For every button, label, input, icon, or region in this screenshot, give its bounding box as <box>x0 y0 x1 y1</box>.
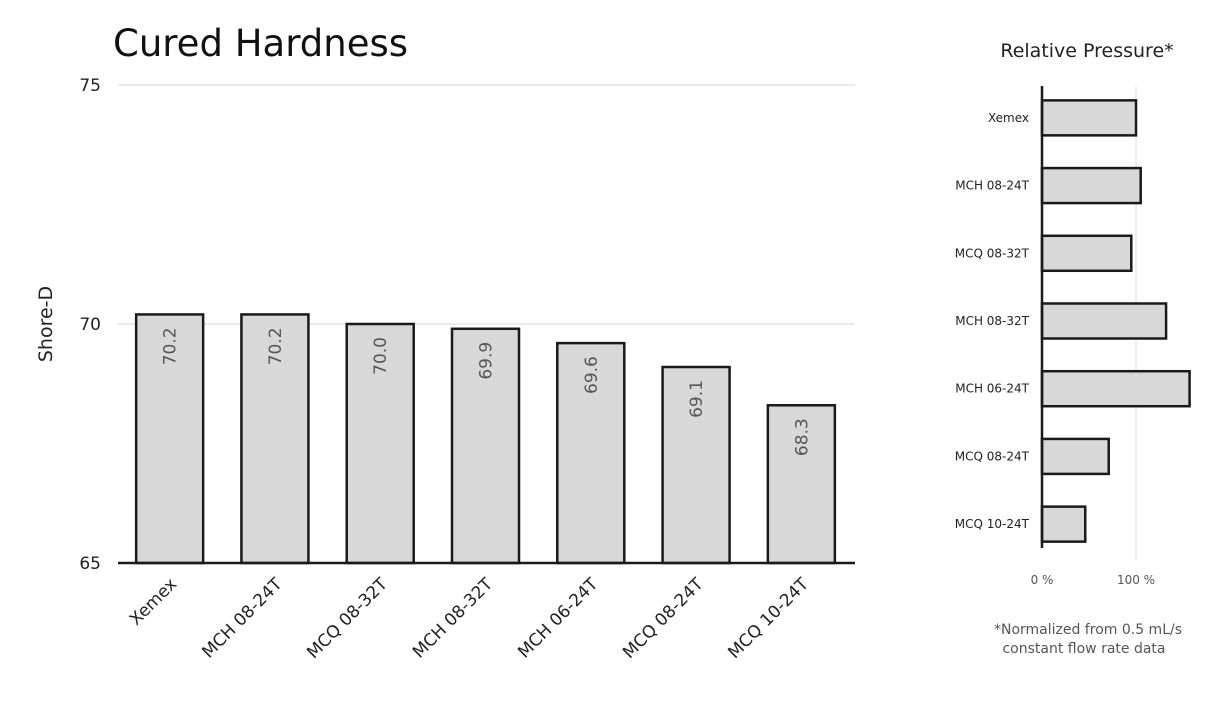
side-category-xemex: Xemex <box>988 111 1029 125</box>
side-category-mcq-10-24t: MCQ 10-24T <box>955 517 1030 531</box>
main-x-tick-mcq-10-24t: MCQ 10-24T <box>724 574 813 663</box>
main-x-tick-mch-08-32t: MCH 08-32T <box>409 574 497 662</box>
side-bar-xemex <box>1040 99 1138 137</box>
main-bar-mcq-10-24t <box>766 404 837 565</box>
side-x-ticks: 0 % 100 % <box>1031 573 1155 587</box>
main-bar-value-label-mch-08-24t: 70.2 <box>266 327 286 365</box>
side-x-tick-0: 0 % <box>1031 573 1054 587</box>
main-bar-mch-06-24t <box>556 341 626 565</box>
side-category-mch-06-24t: MCH 06-24T <box>955 382 1029 396</box>
main-x-tick-mcq-08-24t: MCQ 08-24T <box>619 574 708 663</box>
main-bar-mcq-08-24t <box>661 365 731 565</box>
main-bar-value-label-mcq-10-24t: 68.3 <box>792 418 812 456</box>
main-y-axis-title: Shore-D <box>35 286 57 362</box>
side-category-mch-08-32t: MCH 08-32T <box>955 314 1029 328</box>
main-bar-mch-08-32t <box>450 327 521 565</box>
main-y-tick-70: 70 <box>79 315 101 335</box>
main-x-ticks: Xemex MCH 08-24T MCQ 08-32T MCH 08-32T MCH 0… <box>126 574 813 663</box>
side-bar-mch-08-24t <box>1040 166 1142 205</box>
main-y-tick-75: 75 <box>79 76 101 96</box>
side-x-tick-100: 100 % <box>1117 573 1155 587</box>
side-category-mcq-08-32t: MCQ 08-32T <box>955 246 1030 260</box>
main-x-tick-mcq-08-32t: MCQ 08-32T <box>303 574 392 663</box>
side-bar-mch-08-32t <box>1040 302 1168 340</box>
main-bar-xemex <box>134 313 205 565</box>
main-bars: 70.2 70.2 70.0 69.9 69.6 69.1 68.3 <box>134 313 837 565</box>
side-bars <box>1040 99 1191 543</box>
side-chart-title: Relative Pressure* <box>1000 40 1173 62</box>
main-y-tick-65: 65 <box>79 554 101 574</box>
main-x-tick-xemex: Xemex <box>126 574 181 629</box>
main-x-tick-mch-08-24t: MCH 08-24T <box>198 574 286 662</box>
main-bar-value-label-mcq-08-32t: 70.0 <box>371 337 391 375</box>
side-category-mch-08-24t: MCH 08-24T <box>955 179 1029 193</box>
footnote-line-2: constant flow rate data <box>1002 641 1165 657</box>
main-bar-mcq-08-32t <box>345 322 415 565</box>
main-gridlines <box>118 84 855 325</box>
main-bar-value-label-mch-06-24t: 69.6 <box>582 356 602 394</box>
main-x-tick-mch-06-24t: MCH 06-24T <box>514 574 602 662</box>
main-bar-value-label-mch-08-32t: 69.9 <box>477 342 497 380</box>
main-bar-mch-08-24t <box>240 313 310 565</box>
main-chart-title: Cured Hardness <box>113 22 408 65</box>
side-bar-mcq-08-32t <box>1040 234 1133 273</box>
main-y-ticks: 65 70 75 <box>79 76 101 574</box>
side-bar-mch-06-24t <box>1040 369 1191 408</box>
main-bar-value-label-mcq-08-24t: 69.1 <box>687 380 707 418</box>
side-bar-mcq-08-24t <box>1040 437 1110 476</box>
footnote-line-1: *Normalized from 0.5 mL/s <box>994 622 1182 638</box>
side-bar-mcq-10-24t <box>1040 505 1087 543</box>
side-category-mcq-08-24t: MCQ 08-24T <box>955 449 1030 463</box>
main-bar-value-label-xemex: 70.2 <box>161 327 181 365</box>
side-category-labels: Xemex MCH 08-24T MCQ 08-32T MCH 08-32T MCH 0… <box>955 111 1030 531</box>
